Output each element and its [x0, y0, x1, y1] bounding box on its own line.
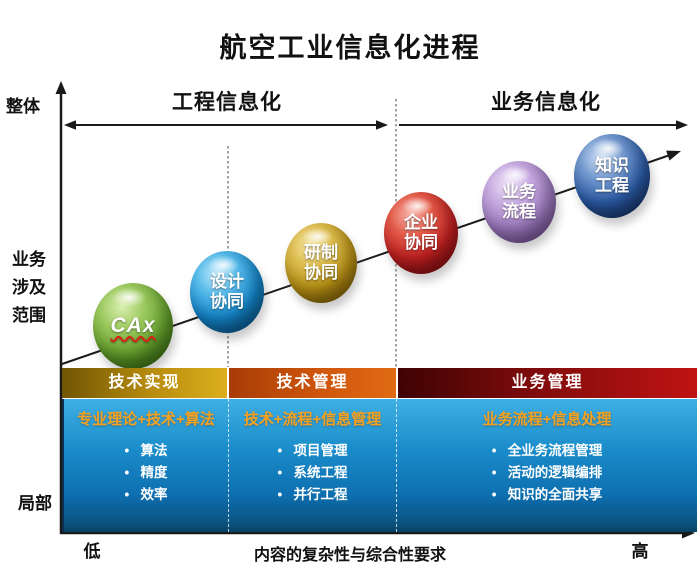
column-business-heading: 业务流程+信息处理	[482, 411, 612, 428]
sphere-knowledge-engineering-label: 知识 工程	[595, 155, 629, 195]
sphere-knowledge-engineering: 知识 工程	[574, 134, 650, 218]
x-axis-low-label: 低	[83, 542, 101, 561]
column-theory-heading: 专业理论+技术+算法	[77, 411, 215, 428]
trend-arrowhead-icon	[666, 150, 681, 161]
column-theory-bullets: 算法 精度 效率	[125, 440, 168, 506]
bullet-item: 活动的逻辑编排	[492, 462, 603, 484]
bullet-item: 精度	[125, 462, 168, 484]
sphere-enterprise-collaboration: 企业 协同	[384, 192, 458, 274]
x-axis-center-label: 内容的复杂性与综合性要求	[253, 547, 446, 564]
column-process-bullets: 项目管理 系统工程 并行工程	[278, 440, 348, 506]
y-axis-arrowhead-icon	[55, 81, 67, 94]
bullet-item: 并行工程	[278, 484, 348, 506]
sphere-business-process-label: 业务 流程	[502, 181, 536, 221]
bar-business-management: 业务管理	[398, 368, 697, 398]
sphere-enterprise-collaboration-label: 企业 协同	[404, 212, 438, 252]
panel-column-process: 技术+流程+信息管理 项目管理 系统工程 并行工程	[228, 399, 396, 532]
section-header-business: 业务信息化	[491, 91, 601, 114]
column-business-bullets: 全业务流程管理 活动的逻辑编排 知识的全面共享	[492, 440, 603, 506]
bar-tech-implementation: 技术实现	[62, 368, 227, 398]
section-header-engineering: 工程信息化	[172, 91, 282, 114]
sphere-design-collaboration-label: 设计 协同	[210, 271, 244, 311]
column-process-heading: 技术+流程+信息管理	[243, 411, 382, 428]
bar-tech-management: 技术管理	[229, 368, 396, 398]
engineering-arrow-right-head-icon	[376, 120, 388, 130]
sphere-cax-label: CAx	[110, 313, 156, 337]
detail-panel: 专业理论+技术+算法 算法 精度 效率 技术+流程+信息管理 项目管理 系统工程…	[62, 399, 697, 532]
bullet-item: 全业务流程管理	[492, 440, 603, 462]
sphere-development-collaboration-label: 研制 协同	[304, 242, 338, 282]
y-axis-top-label: 整体	[6, 97, 40, 116]
sphere-business-process: 业务 流程	[482, 161, 556, 243]
bullet-item: 系统工程	[278, 462, 348, 484]
panel-column-business: 业务流程+信息处理 全业务流程管理 活动的逻辑编排 知识的全面共享	[396, 399, 697, 532]
bullet-item: 效率	[125, 484, 168, 506]
sphere-cax: CAx	[93, 283, 173, 369]
engineering-arrow-left-head-icon	[64, 120, 76, 130]
bullet-item: 知识的全面共享	[492, 484, 603, 506]
y-axis-mid-label: 业务 涉及 范围	[12, 250, 46, 325]
page-title: 航空工业信息化进程	[219, 33, 481, 63]
sphere-design-collaboration: 设计 协同	[190, 251, 264, 333]
sphere-development-collaboration: 研制 协同	[285, 223, 357, 303]
panel-column-theory: 专业理论+技术+算法 算法 精度 效率	[64, 399, 228, 532]
business-arrow-right-head-icon	[676, 120, 688, 130]
bullet-item: 算法	[125, 440, 168, 462]
x-axis-high-label: 高	[631, 542, 649, 561]
bullet-item: 项目管理	[278, 440, 348, 462]
y-axis-bottom-label: 局部	[18, 494, 52, 513]
